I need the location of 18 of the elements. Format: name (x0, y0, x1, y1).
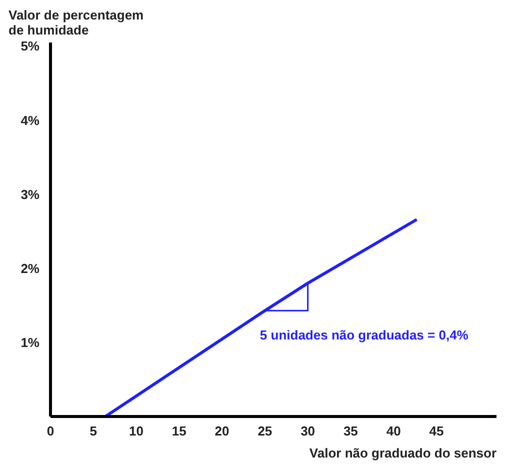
y-tick-label: 3% (20, 186, 40, 202)
x-tick-label: 30 (300, 424, 316, 438)
x-tick-label: 40 (386, 424, 401, 438)
x-tick-label: 15 (172, 424, 186, 438)
x-tick-label: 25 (258, 424, 272, 438)
x-tick-label: 0 (46, 424, 54, 438)
y-tick-label: 1% (20, 334, 40, 350)
x-tick-label: 20 (214, 424, 230, 438)
x-tick-label: 45 (429, 424, 444, 438)
annotation: 5 unidades não graduadas = 0,4% (260, 328, 469, 343)
y-tick-label: 4% (20, 112, 40, 128)
y-tick-label: 2% (20, 260, 40, 276)
x-tick-label: 35 (343, 424, 358, 438)
y-tick-label: 5% (20, 38, 40, 54)
x-tick-label: 5 (90, 424, 98, 438)
x-tick-label: 10 (129, 424, 144, 438)
y-axis-title: Valor de percentagem de humidade (8, 8, 144, 38)
x-axis-title: Valor não graduado do sensor (309, 446, 497, 460)
